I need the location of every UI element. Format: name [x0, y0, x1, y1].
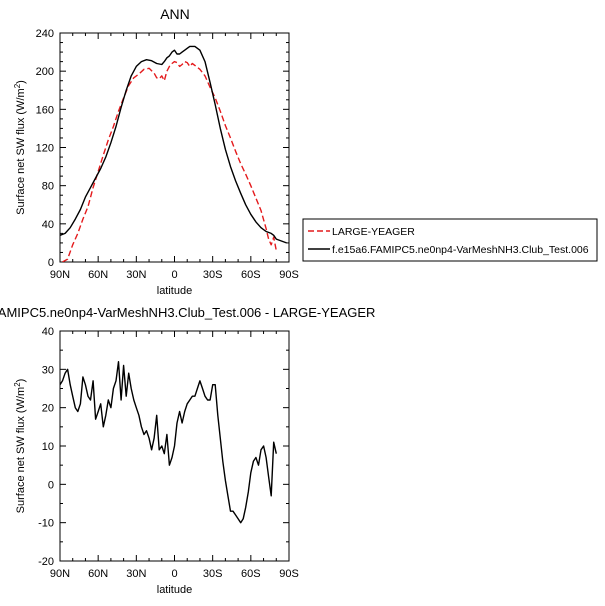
top-ytick-label: 0 — [48, 257, 54, 269]
top-ytick-label: 200 — [36, 66, 54, 78]
top-xtick-label: 60N — [88, 269, 108, 281]
diff-ytick-label: 30 — [42, 364, 54, 376]
top-xtick-label: 0 — [171, 269, 177, 281]
top-ytick-label: 160 — [36, 104, 54, 116]
diff-xtick-label: 60S — [241, 568, 261, 580]
diff-series-line-0 — [60, 361, 277, 524]
diff-xtick-label: 90S — [279, 568, 299, 580]
top-chart-title: ANN — [160, 6, 190, 22]
diff-ytick-label: 20 — [42, 403, 54, 415]
diff-ytick-label: 10 — [42, 441, 54, 453]
top-ytick-label: 40 — [42, 219, 54, 231]
top-series-line-1 — [60, 45, 287, 244]
diff-y-axis-label: Surface net SW flux (W/m2) — [13, 379, 27, 514]
top-ytick-label: 120 — [36, 143, 54, 155]
diff-xtick-label: 60N — [88, 568, 108, 580]
legend-label-0: LARGE-YEAGER — [332, 226, 415, 238]
top-x-axis-label: latitude — [157, 285, 192, 297]
diff-xtick-label: 30N — [126, 568, 146, 580]
top-y-axis-label-close: ) — [15, 80, 27, 84]
top-xtick-label: 90S — [279, 269, 299, 281]
top-plot-frame — [59, 32, 290, 263]
diff-xtick-label: 30S — [203, 568, 223, 580]
diff-y-axis-label-close: ) — [15, 379, 27, 383]
top-ytick-label: 80 — [42, 181, 54, 193]
top-ytick-label: 240 — [36, 28, 54, 40]
diff-ytick-label: 0 — [48, 479, 54, 491]
diff-xtick-label: 0 — [171, 568, 177, 580]
diff-y-axis-label-main: Surface net SW flux (W/m — [15, 387, 27, 514]
diff-ytick-label: -10 — [38, 518, 54, 530]
legend-label-1: f.e15a6.FAMIPC5.ne0np4-VarMeshNH3.Club_T… — [332, 244, 589, 256]
diff-xtick-label: 90N — [50, 568, 70, 580]
top-xtick-label: 60S — [241, 269, 261, 281]
top-xtick-label: 30N — [126, 269, 146, 281]
legend-box — [302, 218, 598, 262]
top-xtick-label: 30S — [203, 269, 223, 281]
top-y-axis-label-sup: 2 — [13, 83, 22, 88]
diff-ytick-label: -20 — [38, 556, 54, 568]
diff-ytick-label: 40 — [42, 326, 54, 338]
diff-chart-title: FAMIPC5.ne0np4-VarMeshNH3.Club_Test.006 … — [0, 305, 375, 320]
top-y-axis-label: Surface net SW flux (W/m2) — [13, 80, 27, 215]
top-series-line-0 — [62, 60, 277, 262]
top-y-axis-label-main: Surface net SW flux (W/m — [15, 88, 27, 215]
diff-x-axis-label: latitude — [157, 584, 192, 596]
diff-y-axis-label-sup: 2 — [13, 382, 22, 387]
top-xtick-label: 90N — [50, 269, 70, 281]
